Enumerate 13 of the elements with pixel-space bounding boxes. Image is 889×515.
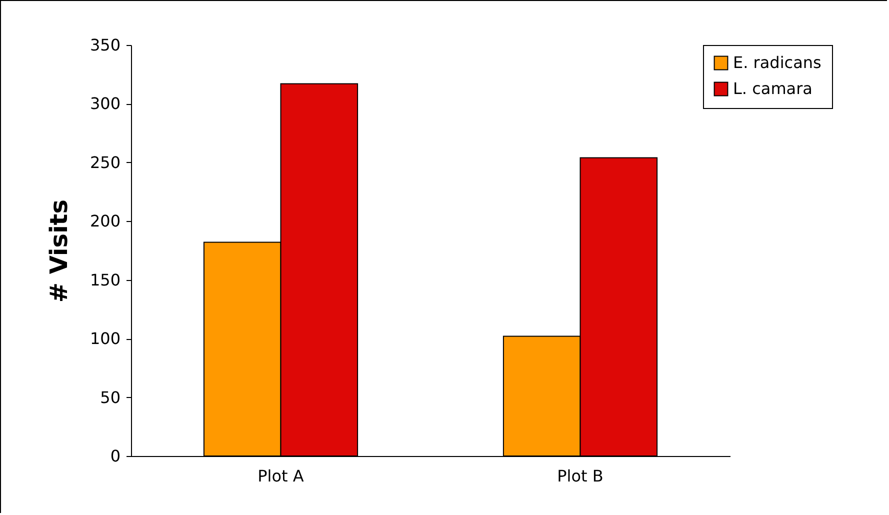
y-tick-label: 100 [90, 329, 120, 348]
y-tick-label: 250 [90, 152, 120, 172]
y-axis-title: # Visits [44, 199, 73, 303]
y-tick-label: 350 [90, 36, 120, 54]
y-tick-label: 150 [90, 270, 120, 290]
y-tick-label: 50 [100, 388, 120, 407]
x-tick-label: Plot B [557, 466, 604, 486]
legend-label: E. radicans [733, 53, 822, 72]
y-tick-label: 0 [110, 446, 120, 466]
y-tick-label: 300 [90, 94, 120, 114]
y-tick-label: 200 [90, 212, 120, 231]
x-tick-label: Plot A [258, 466, 304, 486]
legend-label: L. camara [733, 79, 812, 98]
